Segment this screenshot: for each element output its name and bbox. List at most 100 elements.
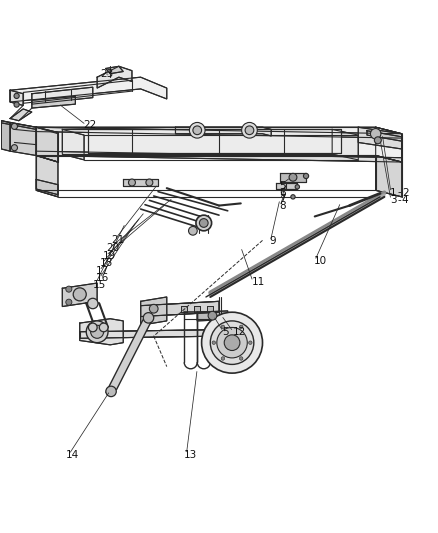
Circle shape [196,215,212,231]
Circle shape [88,298,98,309]
Polygon shape [376,127,402,162]
Polygon shape [80,329,219,338]
Polygon shape [141,297,167,325]
Polygon shape [194,305,200,312]
Circle shape [221,325,225,328]
Text: 11: 11 [252,277,265,287]
Circle shape [73,288,86,301]
Polygon shape [376,156,402,197]
Polygon shape [181,305,187,312]
Polygon shape [62,283,97,306]
Polygon shape [367,131,402,141]
Circle shape [188,227,197,235]
Polygon shape [36,127,402,138]
Text: 19: 19 [103,251,116,261]
Polygon shape [1,120,10,151]
Circle shape [146,179,153,186]
Circle shape [217,327,247,358]
Text: 7: 7 [279,195,286,205]
Polygon shape [197,311,228,321]
Circle shape [242,123,257,138]
Polygon shape [36,156,58,197]
Polygon shape [106,317,154,393]
Polygon shape [280,173,306,182]
Circle shape [91,325,104,338]
Text: 22: 22 [83,120,96,130]
Polygon shape [332,130,358,160]
Text: 14: 14 [66,449,79,459]
Text: 5: 5 [279,181,286,191]
Circle shape [208,311,217,320]
Circle shape [212,341,215,344]
Text: 13: 13 [184,449,198,459]
Circle shape [149,304,158,313]
Polygon shape [358,127,402,149]
Polygon shape [176,127,271,136]
Circle shape [240,357,243,360]
Polygon shape [1,120,36,130]
Circle shape [224,335,240,351]
Polygon shape [10,109,32,120]
Circle shape [374,137,381,144]
Polygon shape [36,180,58,195]
Polygon shape [36,151,402,162]
Circle shape [128,179,135,186]
Circle shape [245,126,254,135]
Polygon shape [106,66,123,74]
Text: 16: 16 [96,273,110,283]
Text: 2: 2 [402,188,408,198]
Circle shape [289,173,297,181]
Circle shape [99,323,108,332]
Circle shape [143,313,154,323]
Circle shape [201,312,262,373]
Circle shape [193,126,201,135]
Text: 21: 21 [112,235,125,245]
Circle shape [86,321,108,343]
Text: 5: 5 [223,327,229,337]
Circle shape [371,128,381,139]
Polygon shape [123,180,158,185]
Text: 15: 15 [93,280,106,290]
Circle shape [221,357,225,360]
Polygon shape [36,127,58,162]
Circle shape [295,184,300,189]
Text: 1: 1 [390,188,397,198]
Circle shape [88,323,97,332]
Polygon shape [62,130,84,160]
Text: 9: 9 [269,236,276,246]
Text: -: - [397,188,401,198]
Text: 10: 10 [314,256,327,266]
Circle shape [14,93,19,99]
Circle shape [106,386,116,397]
Text: 12: 12 [233,327,246,337]
Circle shape [66,299,72,305]
Text: 23: 23 [101,69,114,79]
Text: 3: 3 [390,195,397,205]
Text: 4: 4 [402,195,408,205]
Text: 18: 18 [99,258,113,268]
Polygon shape [88,130,341,154]
Circle shape [14,102,19,107]
Text: 8: 8 [279,201,286,212]
Text: -: - [397,195,401,205]
Polygon shape [97,66,132,88]
Text: 17: 17 [96,266,110,276]
Polygon shape [32,87,93,104]
Circle shape [210,321,254,365]
Polygon shape [32,96,75,108]
Polygon shape [141,301,219,317]
Text: 6: 6 [279,188,286,198]
Circle shape [240,325,243,328]
Polygon shape [10,123,36,156]
Polygon shape [36,127,402,162]
Polygon shape [80,319,123,345]
Circle shape [66,286,72,292]
Circle shape [199,219,208,228]
Polygon shape [10,77,167,102]
Polygon shape [207,305,213,312]
Circle shape [11,123,18,130]
Circle shape [249,341,252,344]
Circle shape [189,123,205,138]
Circle shape [291,195,295,199]
Polygon shape [36,127,58,162]
